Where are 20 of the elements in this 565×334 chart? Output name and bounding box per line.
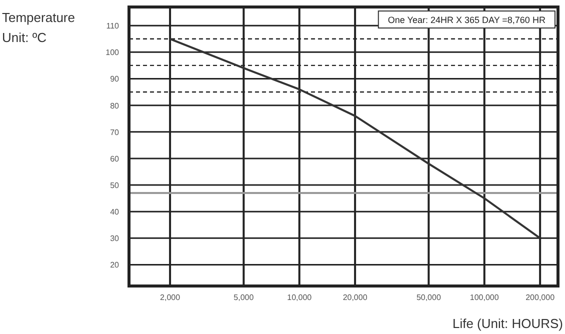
x-tick-label: 5,000 — [234, 293, 254, 302]
y-tick-label: 50 — [110, 181, 120, 190]
y-tick-label: 80 — [110, 101, 120, 110]
annotation: One Year: 24HR X 365 DAY =8,760 HR — [388, 15, 546, 25]
x-axis-title: Life (Unit: HOURS) — [452, 316, 563, 331]
x-tick-label: 10,000 — [287, 293, 312, 302]
x-tick-label: 100,000 — [470, 293, 500, 302]
y-tick-label: 90 — [110, 74, 120, 84]
x-tick-label: 20,000 — [342, 293, 368, 302]
x-tick-label: 50,000 — [416, 293, 442, 302]
y-axis-title: Temperature Unit: ºC — [2, 10, 75, 45]
y-tick-label: 30 — [110, 234, 120, 244]
y-tick-label: 40 — [110, 208, 120, 217]
x-tick-label: 200,000 — [526, 293, 556, 302]
y-tick-label: 100 — [106, 48, 120, 58]
y-tick-label: 60 — [110, 154, 120, 164]
y-tick-label: 20 — [110, 260, 120, 270]
y-tick-label: 110 — [106, 22, 120, 31]
x-tick-label: 2,000 — [160, 293, 181, 302]
y-tick-label: 70 — [110, 128, 120, 137]
